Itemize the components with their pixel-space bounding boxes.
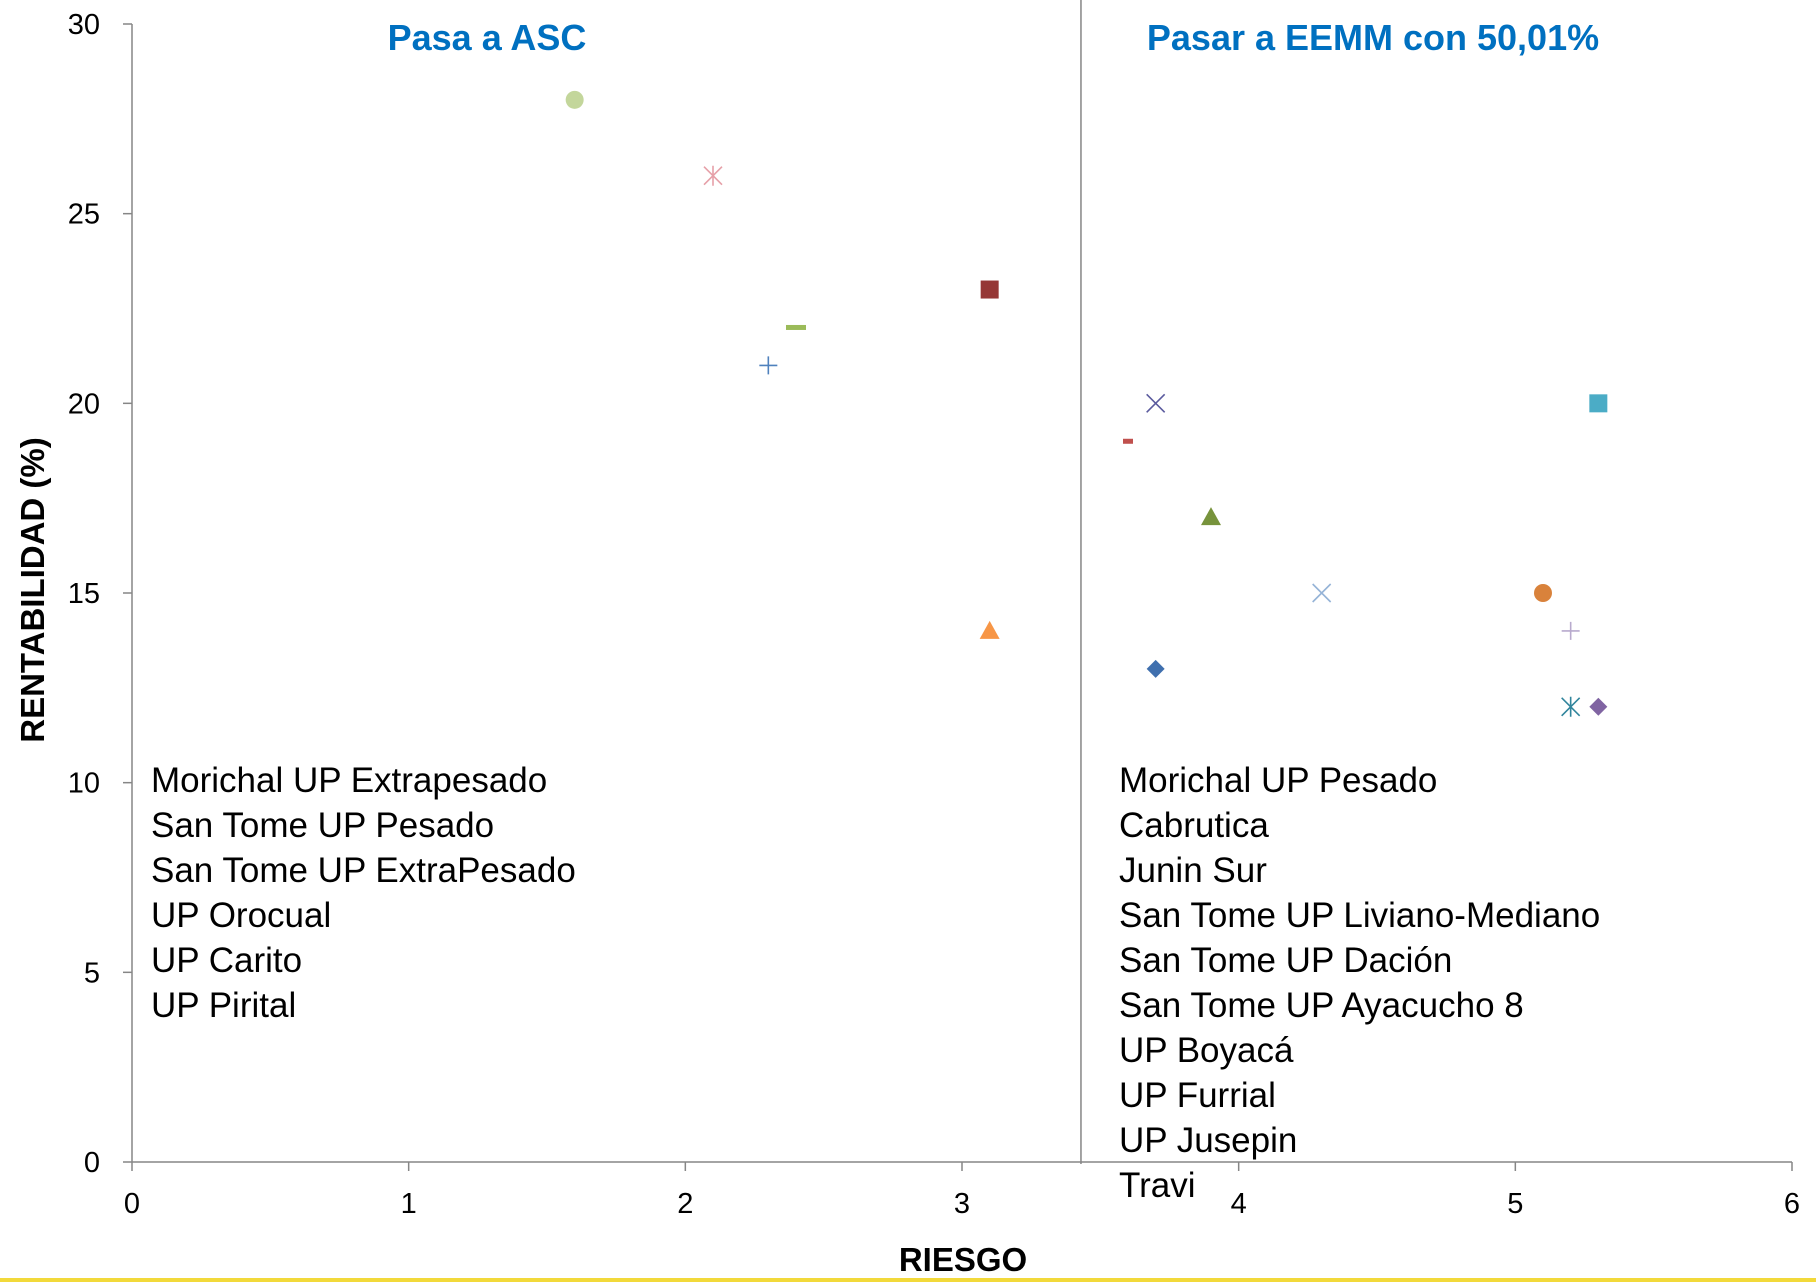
bottom-rule (0, 1278, 1816, 1282)
data-point (980, 280, 999, 299)
x-tick-label: 5 (1507, 1188, 1523, 1220)
region-list-item: San Tome UP Liviano-Mediano (1119, 896, 1600, 935)
data-point (786, 324, 806, 330)
y-tick-label: 25 (68, 199, 100, 231)
region-list-item: Travi (1119, 1166, 1195, 1205)
region-list-item: UP Orocual (151, 896, 331, 935)
data-point (1589, 697, 1608, 716)
data-point (1561, 696, 1581, 717)
y-tick-label: 15 (68, 578, 100, 610)
region-title: Pasa a ASC (388, 17, 587, 58)
data-point (1589, 394, 1608, 413)
data-point (979, 620, 1000, 639)
region-list-item: San Tome UP Pesado (151, 806, 494, 845)
data-point (1312, 583, 1332, 603)
y-tick-label: 30 (68, 9, 100, 41)
region-list-item: San Tome UP ExtraPesado (151, 851, 576, 890)
region-title: Pasar a EEMM con 50,01% (1147, 17, 1599, 58)
region-list-item: Junin Sur (1119, 851, 1267, 890)
x-axis-title: RIESGO (899, 1241, 1027, 1278)
y-tick-label: 0 (84, 1147, 100, 1179)
data-point (759, 356, 778, 375)
region-right: Pasar a EEMM con 50,01% Morichal UP Pesad… (1119, 17, 1600, 1205)
axes (123, 23, 1793, 1171)
region-list-item: San Tome UP Dación (1119, 941, 1452, 980)
x-tick-label: 2 (677, 1188, 693, 1220)
region-left: Pasa a ASC Morichal UP Extrapesado San Tom… (151, 17, 586, 1025)
data-point (1561, 621, 1580, 640)
region-list-item: UP Furrial (1119, 1076, 1276, 1115)
data-point (1534, 584, 1552, 602)
region-list-item: UP Boyacá (1119, 1031, 1294, 1070)
data-points (565, 90, 1608, 717)
region-list-item: UP Jusepin (1119, 1121, 1297, 1160)
data-point (703, 165, 723, 186)
region-list-item: San Tome UP Ayacucho 8 (1119, 986, 1524, 1025)
x-tick-label: 1 (401, 1188, 417, 1220)
region-annotations: Pasa a ASC Morichal UP Extrapesado San Tom… (151, 17, 1600, 1205)
x-tick-label: 4 (1231, 1188, 1247, 1220)
y-tick-label: 10 (68, 768, 100, 800)
x-tick-label: 6 (1784, 1188, 1800, 1220)
region-list-item: Morichal UP Pesado (1119, 761, 1437, 800)
y-tick-label: 5 (84, 957, 100, 989)
region-list-item: Cabrutica (1119, 806, 1269, 845)
y-axis-title: RENTABILIDAD (%) (14, 437, 51, 743)
tick-labels: 0 1 2 3 4 5 6 0 5 10 15 20 25 30 (68, 9, 1800, 1220)
region-list-item: UP Carito (151, 941, 302, 980)
x-tick-label: 0 (124, 1188, 140, 1220)
data-point (1146, 659, 1165, 678)
data-point (1201, 507, 1221, 526)
y-tick-label: 20 (68, 388, 100, 420)
data-point (565, 90, 584, 109)
region-list-item: Morichal UP Extrapesado (151, 761, 547, 800)
data-point (1123, 438, 1133, 444)
region-list-item: UP Pirital (151, 986, 296, 1025)
x-tick-label: 3 (954, 1188, 970, 1220)
data-point (1146, 393, 1166, 413)
